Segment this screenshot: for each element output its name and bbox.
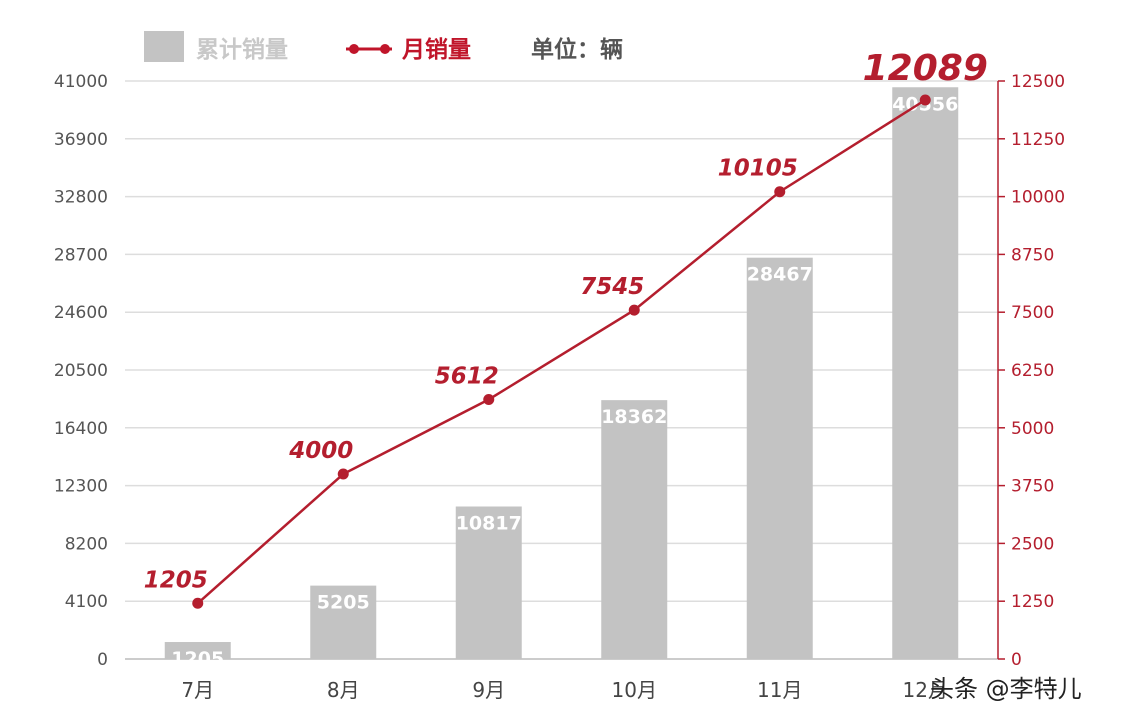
bar xyxy=(164,642,231,659)
line-series: 1205 4000 5612 7545 10105 12089 xyxy=(144,48,988,609)
y-left-tick-label: 24600 xyxy=(54,303,108,323)
y-left-tick-label: 0 xyxy=(97,650,108,670)
x-tick-label: 7月 xyxy=(181,678,214,702)
line-point xyxy=(192,597,204,609)
y-right-tick-label: 1250 xyxy=(1011,592,1054,612)
bar xyxy=(601,400,668,659)
line-point xyxy=(628,304,640,316)
y-right-tick-label: 11250 xyxy=(1011,130,1065,150)
y-right-tick-label: 3750 xyxy=(1011,477,1054,497)
y-right-tick-label: 2500 xyxy=(1011,534,1054,554)
y-left-tick-label: 16400 xyxy=(54,419,108,439)
unit-label: 单位：辆 xyxy=(531,36,623,63)
y-right-tick-label: 6250 xyxy=(1011,361,1054,381)
y-left-tick-label: 41000 xyxy=(54,72,108,92)
bar xyxy=(892,87,959,659)
y-left-tick-label: 4100 xyxy=(65,592,108,612)
line-data-label: 7545 xyxy=(580,274,644,300)
legend-label-bar: 累计销量 xyxy=(196,37,288,63)
bar-data-label: 5205 xyxy=(317,592,370,614)
x-tick-label: 9月 xyxy=(472,678,505,702)
line-data-label: 5612 xyxy=(435,364,499,390)
legend-swatch-dot xyxy=(380,44,390,54)
bar xyxy=(310,585,377,659)
line-path xyxy=(196,98,926,605)
line-point xyxy=(337,468,349,480)
line-point xyxy=(774,186,786,198)
bars: 1205520510817183622846740556 xyxy=(164,87,959,670)
legend-swatch-dot xyxy=(349,44,359,54)
x-tick-label: 12月 xyxy=(903,678,948,702)
legend-swatch-bar xyxy=(144,31,184,62)
bar-data-label: 10817 xyxy=(456,513,522,535)
bar xyxy=(746,257,813,659)
y-left-tick-label: 20500 xyxy=(54,361,108,381)
y-left-tick-label: 36900 xyxy=(54,130,108,150)
bar xyxy=(455,506,522,659)
line-data-label: 1205 xyxy=(144,567,208,593)
y-right-tick-label: 12500 xyxy=(1011,72,1065,92)
y-right-tick-label: 0 xyxy=(1011,650,1022,670)
line-data-label: 12089 xyxy=(863,48,988,89)
legend: 累计销量 月销量 单位：辆 xyxy=(144,31,623,63)
bar-data-label: 18362 xyxy=(601,406,667,428)
y-left-tick-label: 12300 xyxy=(54,477,108,497)
gridlines xyxy=(125,80,998,660)
x-tick-label: 10月 xyxy=(612,678,657,702)
y-right-tick-label: 5000 xyxy=(1011,419,1054,439)
bar-data-label: 28467 xyxy=(747,264,813,286)
y-left-tick-label: 28700 xyxy=(54,245,108,265)
y-left-tick-label: 32800 xyxy=(54,188,108,208)
line-data-label: 4000 xyxy=(288,438,353,464)
y-right-tick-label: 7500 xyxy=(1011,303,1054,323)
axes: 0 4100 8200 12300 16400 20500 24600 28700 32800 3… xyxy=(54,72,1065,702)
y-right-tick-label: 10000 xyxy=(1011,188,1065,208)
legend-label-line: 月销量 xyxy=(401,37,471,63)
line-point xyxy=(919,94,931,106)
x-tick-label: 8月 xyxy=(327,678,360,702)
y-right-tick-label: 8750 xyxy=(1011,245,1054,265)
line-data-label: 10105 xyxy=(718,156,798,182)
y-left-tick-label: 8200 xyxy=(65,534,108,554)
bar-data-label: 1205 xyxy=(171,648,224,670)
line-point xyxy=(483,394,495,406)
watermark: 头条 @李特儿 xyxy=(930,675,1082,703)
x-tick-label: 11月 xyxy=(757,678,802,702)
